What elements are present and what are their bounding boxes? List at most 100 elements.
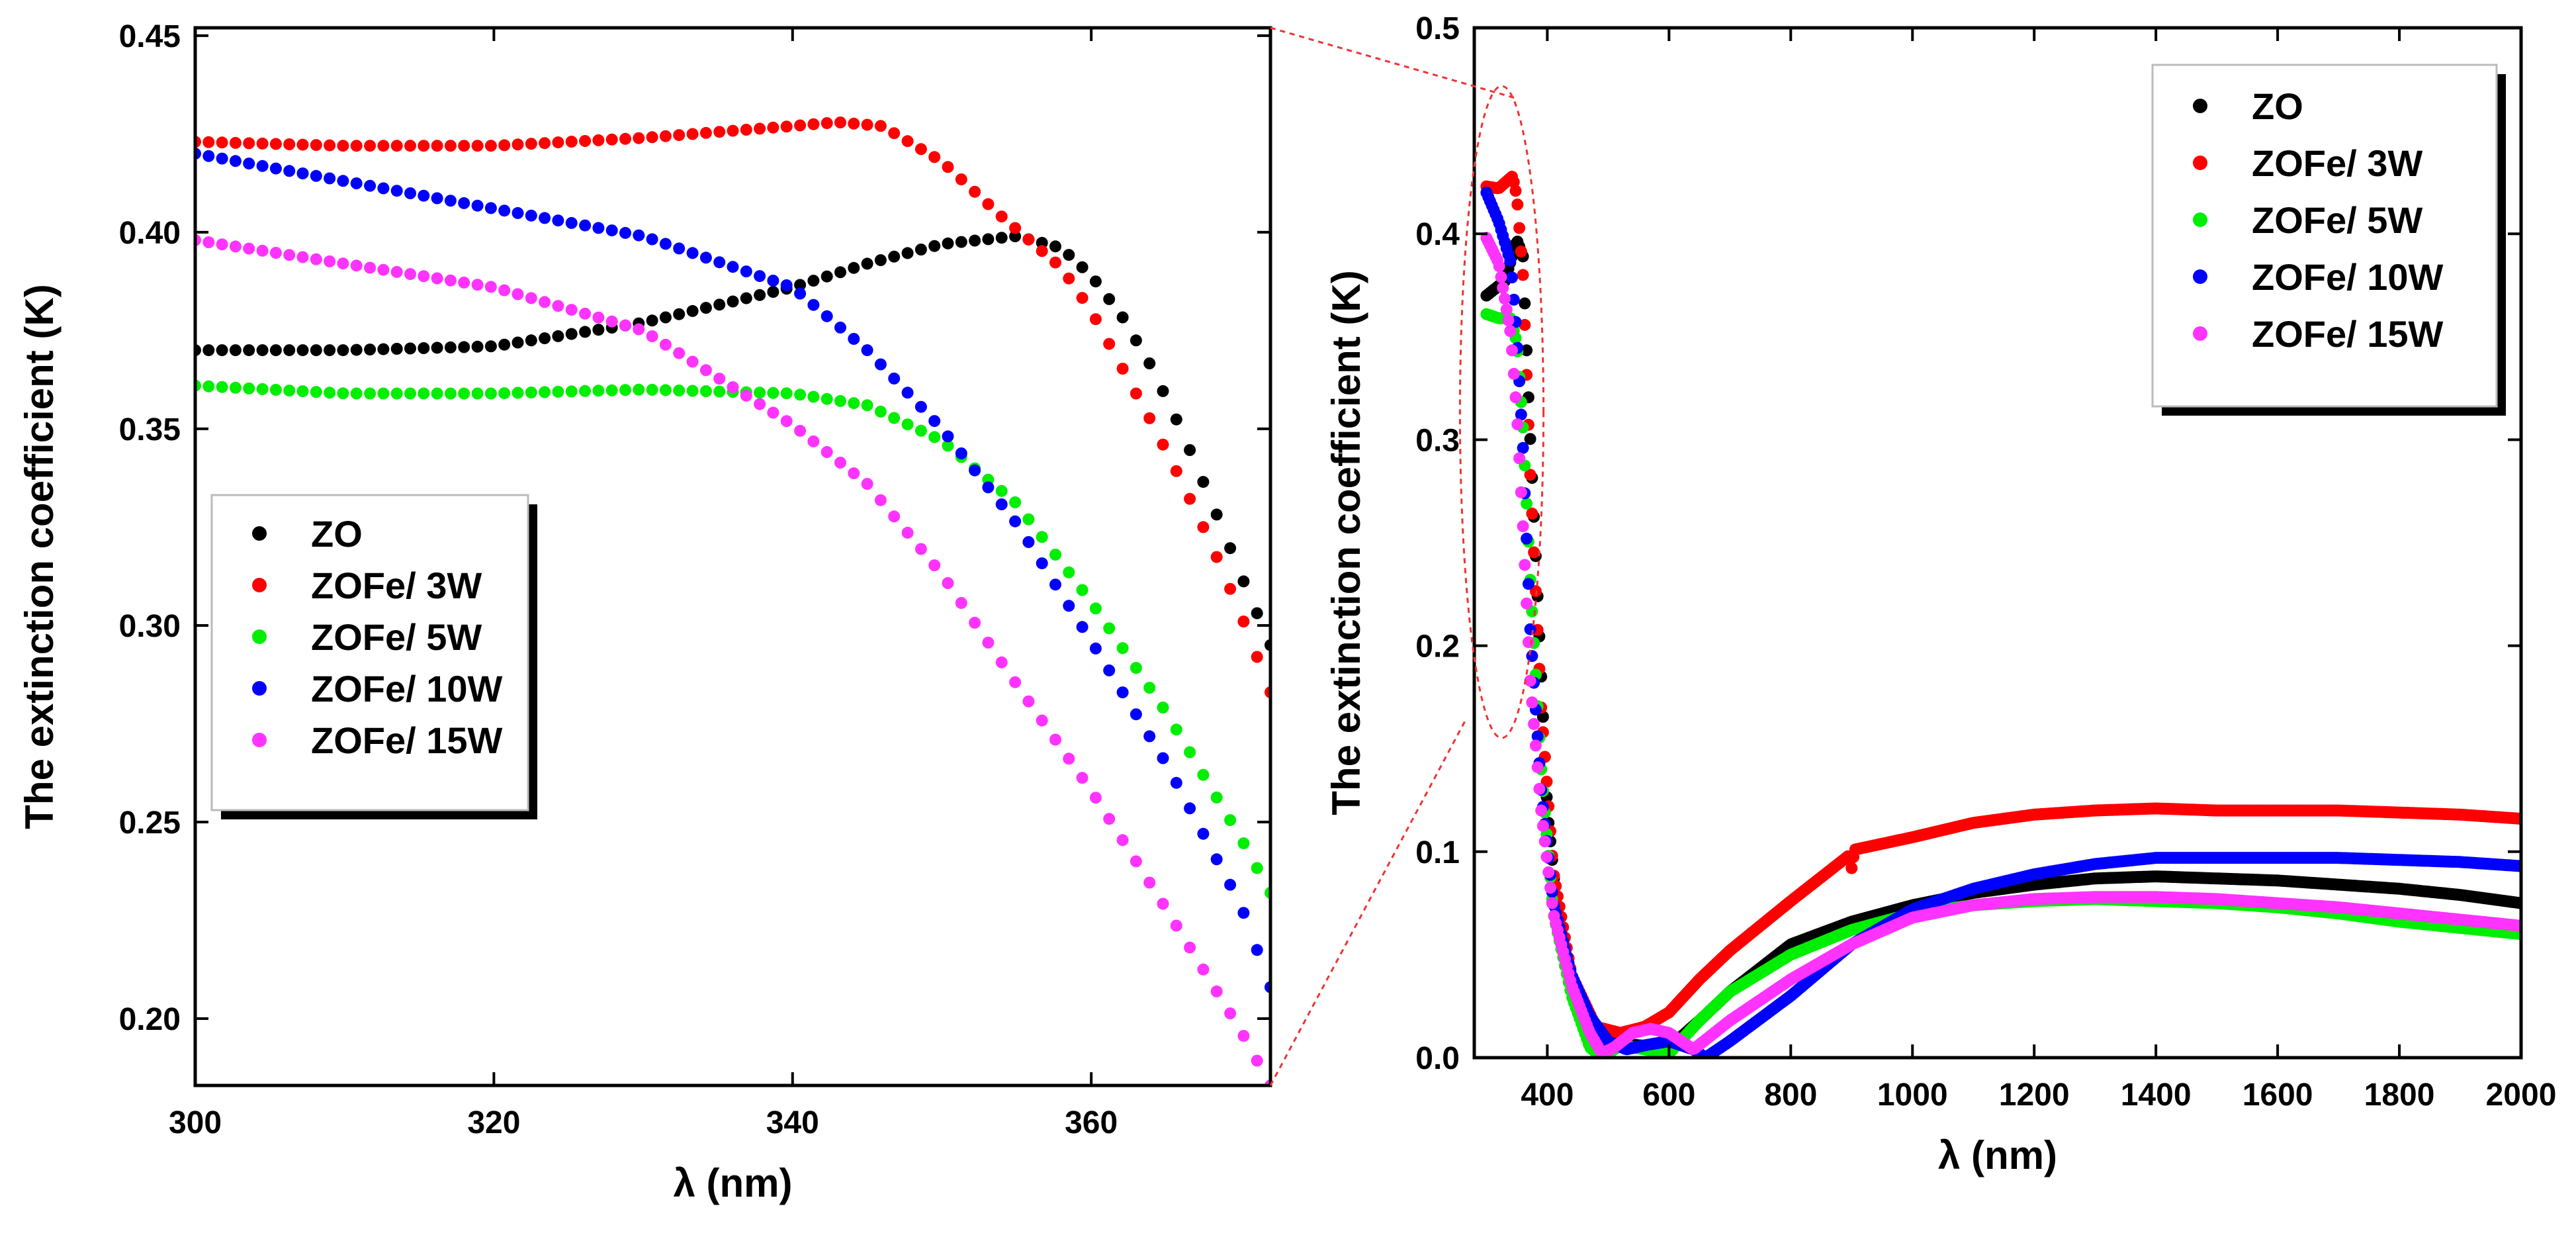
- zoom-point-zofe-3w: [431, 140, 443, 152]
- full-y-tick-label: 0.2: [1415, 629, 1460, 665]
- zoom-point-zofe-10w: [1049, 578, 1061, 591]
- zoom-point-zofe-3w: [498, 139, 511, 152]
- zoom-point-zofe-3w: [699, 126, 712, 139]
- zoom-point-zofe-15w: [848, 467, 860, 480]
- zoom-point-zofe-15w: [1063, 753, 1075, 765]
- full-point-zo: [1524, 433, 1536, 445]
- zoom-legend-item-zofe-3w: ZOFe/ 3W: [252, 565, 482, 606]
- zoom-point-zofe-15w: [955, 597, 967, 609]
- full-point-zofe-15w: [1536, 819, 1549, 832]
- zoom-point-zofe-10w: [982, 481, 995, 494]
- zoom-connector-top: [1270, 26, 1515, 99]
- full-legend-marker: [2193, 326, 2207, 341]
- zoom-point-zofe-15w: [324, 255, 336, 267]
- full-point-zofe-10w: [1506, 271, 1518, 284]
- full-point-zofe-15w: [1519, 559, 1531, 571]
- zoom-legend-marker: [252, 526, 267, 541]
- zoom-point-zofe-3w: [633, 132, 645, 144]
- zoom-point-zofe-3w: [1009, 222, 1022, 234]
- zoom-point-zofe-10w: [539, 212, 551, 224]
- zoom-point-zofe-3w: [1063, 272, 1075, 285]
- full-legend: ZO ZOFe/ 3W ZOFe/ 5W ZOFe/ 10W ZOFe/ 15W: [2151, 64, 2506, 416]
- zoom-point-zofe-3w: [834, 116, 846, 128]
- zoom-point-zofe-15w: [1237, 1030, 1250, 1042]
- zoom-point-zofe-3w: [1143, 412, 1156, 424]
- zoom-point-zofe-3w: [605, 133, 618, 146]
- zoom-point-zofe-15w: [1224, 1007, 1237, 1020]
- zoom-point-zo: [754, 289, 766, 301]
- zoom-point-zo: [646, 314, 658, 327]
- full-legend-label: ZOFe/ 15W: [2252, 313, 2444, 355]
- full-x-tick-label: 1800: [2364, 1078, 2435, 1113]
- zoom-point-zofe-10w: [861, 344, 873, 357]
- zoom-point-zo: [1237, 575, 1250, 588]
- zoom-point-zo: [928, 240, 941, 252]
- zoom-point-zofe-15w: [821, 446, 833, 458]
- full-legend-label: ZOFe/ 5W: [2252, 199, 2422, 241]
- zoom-point-zofe-3w: [807, 118, 820, 130]
- zoom-point-zofe-15w: [1049, 733, 1061, 746]
- zoom-legend-label: ZOFe/ 10W: [311, 668, 503, 710]
- zoom-point-zofe-10w: [390, 185, 403, 197]
- zoom-point-zo: [592, 324, 605, 336]
- zoom-point-zofe-10w: [888, 372, 901, 385]
- full-point-zofe-15w: [1507, 367, 1520, 380]
- zoom-point-zo: [565, 328, 578, 340]
- zoom-point-zofe-3w: [283, 138, 296, 150]
- zoom-point-zofe-10w: [1251, 944, 1263, 956]
- full-point-zofe-10w: [1522, 578, 1534, 590]
- zoom-point-zo: [767, 286, 779, 298]
- zoom-point-zofe-10w: [458, 197, 470, 209]
- full-point-zofe-3w: [1513, 222, 1526, 234]
- zoom-y-tick-label: 0.30: [119, 609, 181, 644]
- zoom-point-zofe-15w: [673, 347, 686, 359]
- full-point-zofe-10w: [1524, 623, 1536, 635]
- zoom-point-zofe-10w: [565, 216, 578, 229]
- zoom-x-tick-label: 360: [1065, 1105, 1118, 1140]
- zoom-point-zofe-10w: [901, 387, 914, 399]
- zoom-point-zofe-15w: [498, 284, 511, 297]
- zoom-point-zofe-10w: [1170, 776, 1182, 789]
- zoom-point-zofe-5w: [928, 431, 941, 443]
- zoom-point-zofe-10w: [1157, 752, 1169, 764]
- zoom-region-ellipse: [1458, 85, 1545, 739]
- zoom-point-zofe-3w: [995, 210, 1008, 223]
- zoom-point-zo: [969, 234, 981, 247]
- zoom-point-zofe-15w: [942, 577, 954, 589]
- zoom-point-zofe-3w: [969, 185, 981, 198]
- full-point-zofe-3w: [1526, 507, 1538, 520]
- zoom-point-zofe-5w: [1103, 622, 1116, 635]
- zoom-point-zofe-5w: [1116, 642, 1129, 655]
- zoom-point-zofe-10w: [283, 165, 296, 177]
- full-y-tick-label: 0.4: [1415, 217, 1460, 252]
- full-point-zofe-10w: [1515, 408, 1527, 421]
- zoom-legend-marker: [252, 733, 267, 747]
- full-point-zofe-3w: [1528, 546, 1540, 559]
- zoom-point-zofe-15w: [390, 265, 403, 278]
- full-point-zofe-3w: [1519, 318, 1531, 331]
- zoom-point-zofe-10w: [848, 333, 860, 345]
- zoom-point-zo: [418, 342, 430, 354]
- zoom-point-zofe-3w: [1049, 256, 1061, 269]
- zoom-point-zofe-10w: [942, 430, 954, 443]
- zoom-point-zo: [377, 343, 390, 355]
- zoom-point-zofe-5w: [471, 387, 484, 400]
- zoom-point-zofe-3w: [673, 129, 686, 142]
- full-axes-frame: [1472, 26, 2523, 1060]
- zoom-point-zofe-5w: [1063, 566, 1075, 578]
- zoom-point-zofe-15w: [337, 257, 349, 270]
- full-point-zofe-10w: [1507, 293, 1520, 306]
- zoom-point-zofe-10w: [995, 498, 1008, 510]
- zoom-legend-item-zofe-5w: ZOFe/ 5W: [252, 616, 482, 658]
- full-point-zofe-15w: [1495, 271, 1507, 283]
- zoom-connector-lines: [1269, 26, 1545, 1086]
- zoom-point-zofe-3w: [404, 140, 416, 152]
- zoom-point-zo: [243, 344, 255, 357]
- full-legend-label: ZO: [2252, 85, 2303, 127]
- zoom-panel: 300 320 340 360 0.20 0.25 0.30 0.35 0.40 0.45 λ (n…: [17, 19, 1272, 1205]
- zoom-point-zofe-15w: [364, 261, 377, 274]
- zoom-point-zofe-10w: [377, 182, 390, 195]
- zoom-point-zofe-15w: [377, 263, 390, 276]
- zoom-point-zofe-10w: [1036, 557, 1048, 570]
- zoom-point-zofe-5w: [1009, 496, 1022, 508]
